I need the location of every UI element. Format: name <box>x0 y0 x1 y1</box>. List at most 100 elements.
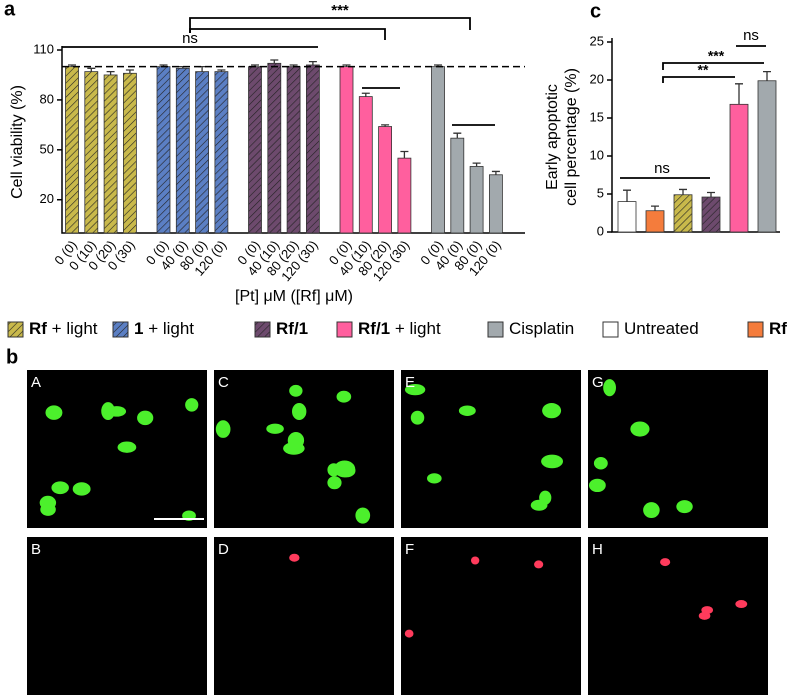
annotation: *** <box>331 2 349 19</box>
micrograph <box>27 537 207 695</box>
cell <box>660 558 671 567</box>
cell <box>470 556 480 565</box>
image-label: G <box>592 374 604 391</box>
y-tick-label: 80 <box>40 91 54 106</box>
bar <box>378 126 393 234</box>
image-label: H <box>592 541 603 558</box>
cell <box>593 457 608 470</box>
axis-line <box>611 38 780 233</box>
bar <box>286 66 301 234</box>
bar <box>305 64 320 234</box>
bar <box>397 157 412 234</box>
legend-label: Untreated <box>624 319 699 338</box>
micrograph <box>401 370 581 528</box>
legend-swatch <box>254 321 271 338</box>
legend-swatch <box>747 321 764 338</box>
cell <box>643 502 660 519</box>
image-label: B <box>31 541 41 558</box>
cell <box>539 490 552 505</box>
error-bar <box>491 170 500 175</box>
panel-label: a <box>4 0 16 20</box>
error-bar <box>453 132 462 139</box>
legend-bold: Rf <box>769 319 787 338</box>
cell <box>287 432 305 449</box>
legend-bold: Rf <box>29 319 47 338</box>
legend-bold: Rf/1 <box>358 319 390 338</box>
bar <box>469 166 484 234</box>
legend-bold: 1 <box>134 319 143 338</box>
y-axis-title: cell percentage (%) <box>563 68 580 206</box>
bar <box>645 210 665 233</box>
y-tick-label: 50 <box>40 141 54 156</box>
cell <box>404 383 426 396</box>
micrograph <box>401 537 581 695</box>
image-label: A <box>31 374 41 391</box>
legend-swatch <box>336 321 353 338</box>
legend-swatch <box>112 321 129 338</box>
error-bar <box>472 162 481 167</box>
cell <box>40 503 56 516</box>
y-tick-label: 25 <box>590 33 604 48</box>
bar <box>431 66 445 234</box>
legend-swatch <box>602 321 619 338</box>
image-label: C <box>218 374 229 391</box>
cell <box>185 398 199 412</box>
legend-label: 1 + light <box>134 319 194 338</box>
image-label: E <box>405 374 415 391</box>
bar <box>156 66 171 234</box>
y-tick-label: 10 <box>590 147 604 162</box>
bar <box>195 71 210 234</box>
cell <box>427 473 442 484</box>
y-tick-label: 20 <box>590 71 604 86</box>
cell <box>101 402 115 420</box>
legend-bold: Rf/1 <box>276 319 308 338</box>
cell <box>534 560 544 569</box>
bracket <box>662 76 735 83</box>
y-tick-label: 110 <box>33 41 54 56</box>
bar <box>673 194 693 233</box>
cell <box>137 410 154 426</box>
bar <box>214 71 229 234</box>
bar <box>488 174 503 234</box>
panel-label: c <box>590 0 601 22</box>
x-axis-title: [Pt] μM ([Rf] μM) <box>235 288 353 305</box>
bar <box>729 103 749 233</box>
cell <box>72 482 91 496</box>
legend-text: + light <box>390 319 441 338</box>
image-label: D <box>218 541 229 558</box>
y-tick-label: 5 <box>597 185 604 200</box>
cell <box>45 405 63 420</box>
cell <box>542 402 562 419</box>
micrograph <box>588 370 768 528</box>
cell <box>735 600 748 609</box>
legend-swatch <box>7 321 24 338</box>
cell <box>701 606 713 615</box>
cell <box>630 421 650 437</box>
annotation: ** <box>698 62 709 78</box>
error-bar <box>217 69 226 72</box>
legend-label: Cisplatin <box>509 319 574 338</box>
cell <box>355 507 371 524</box>
cell <box>404 629 414 638</box>
annotation: *** <box>708 48 725 64</box>
bracket <box>662 62 764 70</box>
y-tick-label: 20 <box>40 191 54 206</box>
cell <box>289 553 300 562</box>
error-bar <box>763 70 771 81</box>
cell <box>410 410 425 425</box>
micrograph <box>27 370 207 528</box>
image-label: F <box>405 541 414 558</box>
bar <box>65 66 79 234</box>
bar <box>267 62 282 234</box>
bracket <box>189 28 386 40</box>
bar <box>358 96 373 234</box>
cell <box>603 379 616 397</box>
cell <box>588 478 606 493</box>
annotation: ns <box>654 160 670 177</box>
annotation: ns <box>182 30 198 47</box>
error-bar <box>106 70 115 75</box>
legend-swatch <box>487 321 504 338</box>
y-axis-title: Cell viability (%) <box>9 85 26 199</box>
cell <box>117 441 137 453</box>
